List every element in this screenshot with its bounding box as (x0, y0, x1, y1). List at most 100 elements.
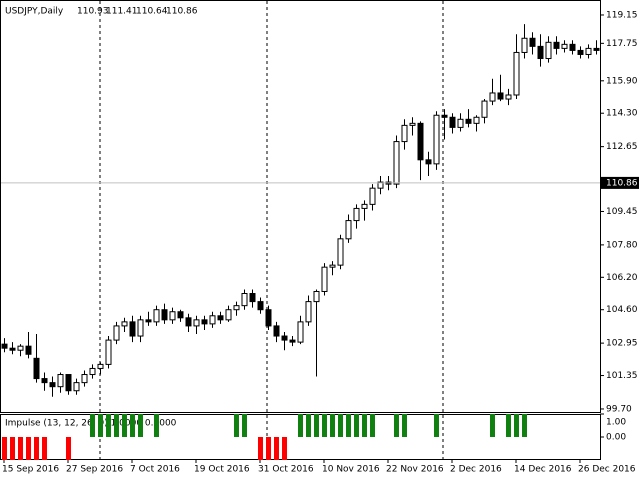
header-low: 110.64 (136, 7, 168, 17)
candle-body (313, 290, 320, 303)
candle-body (505, 94, 512, 100)
candle-body (153, 309, 160, 323)
impulse-bar (282, 437, 287, 460)
x-tick-label: 14 Dec 2016 (514, 465, 572, 475)
candle-body (121, 321, 128, 327)
impulse-bar (306, 414, 311, 437)
candle-body (217, 315, 224, 321)
y-tick-label: 109.45 (606, 207, 638, 217)
candle-body (161, 309, 168, 321)
impulse-bar (338, 414, 343, 437)
candle-body (193, 319, 200, 327)
candle-body (361, 203, 368, 209)
candle-body (433, 114, 440, 165)
indicator-tick-label: 0.00 (606, 433, 626, 443)
candle-body (489, 92, 496, 102)
candle-body (41, 378, 48, 384)
candle-body (201, 319, 208, 325)
last-price-box (601, 176, 639, 189)
y-tick-label: 101.35 (606, 371, 638, 381)
marks (1, 24, 600, 397)
y-tick-label: 106.20 (606, 273, 638, 283)
candle-body (33, 357, 40, 380)
candle-body (457, 118, 464, 128)
candle-body (529, 37, 536, 47)
impulse-bar (154, 414, 159, 437)
candle-body (9, 347, 16, 351)
candle-body (305, 301, 312, 323)
y-tick-label: 104.60 (606, 305, 638, 315)
main-pane (0, 0, 601, 413)
impulse-bar (314, 414, 319, 437)
x-tick-label: 7 Oct 2016 (130, 465, 180, 475)
impulse-bar (34, 437, 39, 460)
candle-body (185, 317, 192, 327)
x-tick-label: 26 Dec 2016 (578, 465, 636, 475)
candle-body (521, 37, 528, 53)
impulse-bar (402, 414, 407, 437)
candle-body (345, 220, 352, 240)
candle-body (369, 187, 376, 205)
candle-body (97, 363, 104, 369)
impulse-bar (234, 414, 239, 437)
candle-body (425, 159, 432, 165)
x-tick-label: 27 Sep 2016 (66, 465, 123, 475)
candle-body (401, 124, 408, 143)
impulse-bar (274, 437, 279, 460)
y-tick-label: 107.80 (606, 240, 638, 250)
impulse-bar (522, 414, 527, 437)
x-tick-label: 15 Sep 2016 (2, 465, 59, 475)
candle-body (17, 345, 24, 351)
candle-body (569, 43, 576, 51)
impulse-bar (258, 437, 263, 460)
candle-body (81, 374, 88, 384)
candle-body (297, 321, 304, 343)
candle-body (497, 92, 504, 100)
impulse-bar (514, 414, 519, 437)
impulse-bar (26, 437, 31, 460)
candle-body (465, 118, 472, 124)
x-tick-label: 10 Nov 2016 (322, 465, 380, 475)
candle-body (25, 345, 32, 355)
symbol: USDJPY,Daily (5, 7, 64, 17)
last-price-label: 110.86 (606, 178, 638, 188)
candle-body (169, 311, 176, 321)
header-high: 111.41 (106, 7, 138, 17)
candle-body (289, 339, 296, 343)
candle-body (57, 374, 64, 388)
candle-body (513, 51, 520, 96)
x-tick-label: 19 Oct 2016 (194, 465, 250, 475)
header-close: 110.86 (166, 7, 198, 17)
candle-body (1, 343, 8, 349)
candle-body (545, 41, 552, 60)
candle-body (257, 301, 264, 311)
impulse-bar (66, 437, 71, 460)
candle-body (137, 319, 144, 337)
candle-body (337, 238, 344, 266)
x-tick-label: 2 Dec 2016 (450, 465, 502, 475)
candle-body (585, 47, 592, 55)
y-tick-label: 119.15 (606, 10, 638, 20)
impulse-bar (266, 437, 271, 460)
impulse-bar (98, 414, 103, 437)
candle-body (241, 293, 248, 307)
candle-body (113, 325, 120, 341)
candle-body (65, 374, 72, 392)
candle-body (233, 305, 240, 311)
candle-body (353, 207, 360, 222)
impulse-bar (362, 414, 367, 437)
candle-body (321, 266, 328, 292)
x-tick-label: 31 Oct 2016 (258, 465, 314, 475)
candle-body (441, 114, 448, 118)
header-open: 110.93 (77, 7, 109, 17)
candle-body (593, 47, 600, 51)
candle-body (577, 49, 584, 55)
impulse-bar (114, 414, 119, 437)
impulse-bar (346, 414, 351, 437)
impulse-bar (138, 414, 143, 437)
candle-body (329, 264, 336, 268)
impulse-bar (2, 437, 7, 460)
impulse-bar (394, 414, 399, 437)
impulse-bar (506, 414, 511, 437)
impulse-bar (10, 437, 15, 460)
